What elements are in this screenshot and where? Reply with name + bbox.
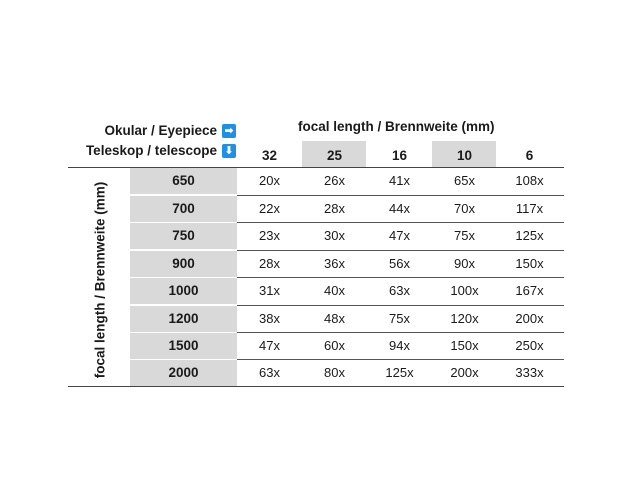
magnification-cell: 117x (515, 201, 544, 216)
telescope-legend-label: Teleskop / telescope (85, 143, 217, 158)
eyepiece-header-10: 10 (456, 148, 473, 163)
telescope-focal-cell: 750 (130, 223, 237, 249)
magnification-cell: 94x (389, 338, 410, 353)
magnification-cell: 333x (515, 365, 544, 380)
magnification-cell: 80x (324, 365, 345, 380)
telescope-focal-cell: 900 (130, 251, 237, 277)
row-divider (237, 359, 564, 360)
magnification-cell: 23x (259, 228, 280, 243)
magnification-cell: 31x (259, 283, 280, 298)
table-row: 1000 31x 40x 63x 100x 167x (130, 278, 564, 305)
table-row: 900 28x 36x 56x 90x 150x (130, 251, 564, 278)
magnification-cell: 20x (259, 173, 280, 188)
magnification-cell: 28x (324, 201, 345, 216)
magnification-cell: 108x (515, 173, 544, 188)
row-divider (237, 195, 564, 196)
telescope-legend: Teleskop / telescope ⬇ (86, 143, 236, 158)
magnification-cell: 90x (454, 256, 475, 271)
magnification-cell: 200x (515, 311, 544, 326)
eyepiece-header-25: 25 (326, 148, 343, 163)
magnification-cell: 63x (389, 283, 410, 298)
magnification-cell: 41x (389, 173, 410, 188)
eyepiece-25-shade (302, 141, 366, 167)
magnification-cell: 250x (515, 338, 544, 353)
eyepiece-10-shade (432, 141, 496, 167)
magnification-cell: 47x (389, 228, 410, 243)
eyepiece-focal-length-title: focal length / Brennweite (mm) (298, 119, 495, 134)
magnification-cell: 38x (259, 311, 280, 326)
eyepiece-header-32: 32 (261, 148, 278, 163)
down-arrow-icon: ⬇ (222, 143, 236, 158)
table-row: 750 23x 30x 47x 75x 125x (130, 223, 564, 250)
magnification-cell: 125x (515, 228, 544, 243)
table-row: 1200 38x 48x 75x 120x 200x (130, 306, 564, 333)
magnification-cell: 30x (324, 228, 345, 243)
magnification-cell: 60x (324, 338, 345, 353)
magnification-cell: 63x (259, 365, 280, 380)
telescope-focal-cell: 1000 (130, 278, 237, 304)
magnification-cell: 150x (450, 338, 479, 353)
magnification-cell: 70x (454, 201, 475, 216)
row-divider (237, 222, 564, 223)
magnification-cell: 26x (324, 173, 345, 188)
table-row: 1500 47x 60x 94x 150x 250x (130, 333, 564, 360)
telescope-focal-length-label: focal length / Brennweite (mm) (92, 181, 108, 379)
magnification-cell: 48x (324, 311, 345, 326)
eyepiece-header-16: 16 (391, 148, 408, 163)
telescope-focal-cell: 1500 (130, 333, 237, 359)
table-bottom-rule (68, 386, 564, 388)
magnification-cell: 65x (454, 173, 475, 188)
telescope-focal-cell: 2000 (130, 360, 237, 386)
table-row: 700 22x 28x 44x 70x 117x (130, 196, 564, 223)
magnification-cell: 22x (259, 201, 280, 216)
magnification-cell: 125x (385, 365, 414, 380)
table-row: 650 20x 26x 41x 65x 108x (130, 168, 564, 195)
magnification-cell: 75x (454, 228, 475, 243)
table-row: 2000 63x 80x 125x 200x 333x (130, 360, 564, 387)
row-divider (237, 277, 564, 278)
magnification-cell: 36x (324, 256, 345, 271)
magnification-cell: 44x (389, 201, 410, 216)
eyepiece-header-6: 6 (525, 148, 534, 163)
magnification-cell: 120x (450, 311, 479, 326)
eyepiece-legend: Okular / Eyepiece ➡ (104, 123, 236, 138)
magnification-cell: 28x (259, 256, 280, 271)
magnification-cell: 47x (259, 338, 280, 353)
telescope-focal-cell: 700 (130, 196, 237, 222)
magnification-cell: 56x (389, 256, 410, 271)
magnification-cell: 100x (450, 283, 479, 298)
magnification-cell: 150x (515, 256, 544, 271)
row-divider (237, 250, 564, 251)
eyepiece-legend-label: Okular / Eyepiece (104, 123, 217, 138)
magnification-cell: 200x (450, 365, 479, 380)
row-divider (237, 332, 564, 333)
row-divider (237, 305, 564, 306)
magnification-cell: 75x (389, 311, 410, 326)
telescope-focal-cell: 650 (130, 168, 237, 194)
telescope-focal-cell: 1200 (130, 306, 237, 332)
magnification-cell: 40x (324, 283, 345, 298)
magnification-cell: 167x (515, 283, 544, 298)
right-arrow-icon: ➡ (222, 123, 236, 138)
table-top-rule (68, 167, 564, 169)
